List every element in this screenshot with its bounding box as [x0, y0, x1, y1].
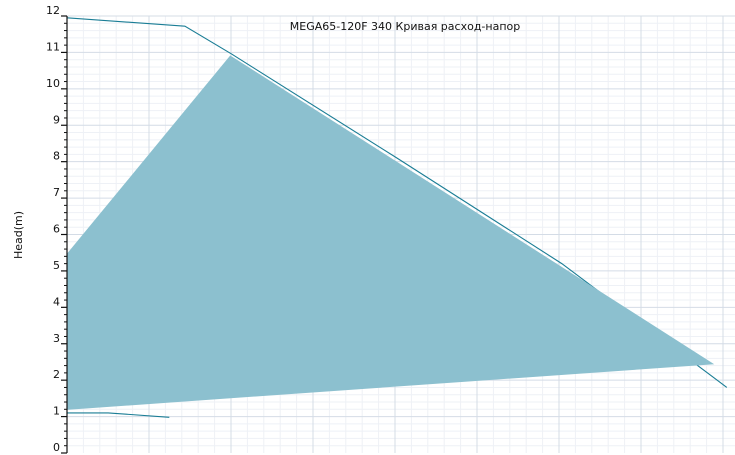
y-tick-label: 7	[53, 186, 60, 199]
lower-curve-line	[67, 412, 170, 418]
y-tick-label: 5	[53, 259, 60, 272]
y-tick-label: 1	[53, 405, 60, 418]
y-tick-label: 3	[53, 332, 60, 345]
y-tick-label: 8	[53, 150, 60, 163]
y-tick-label: 4	[53, 295, 60, 308]
y-axis-label: Head(m)	[12, 211, 25, 259]
y-tick-label: 12	[46, 4, 60, 17]
y-tick-label: 10	[46, 77, 60, 90]
y-tick-label: 0	[53, 441, 60, 454]
y-tick-label: 2	[53, 368, 60, 381]
y-tick-label: 11	[46, 40, 60, 53]
y-tick-label: 9	[53, 113, 60, 126]
chart-title: MEGA65-120F 340 Кривая расход-напор	[290, 20, 520, 33]
operating-area	[66, 55, 715, 410]
outer-curve-line	[66, 17, 728, 388]
y-tick-label: 6	[53, 223, 60, 236]
plot-area	[66, 17, 728, 418]
